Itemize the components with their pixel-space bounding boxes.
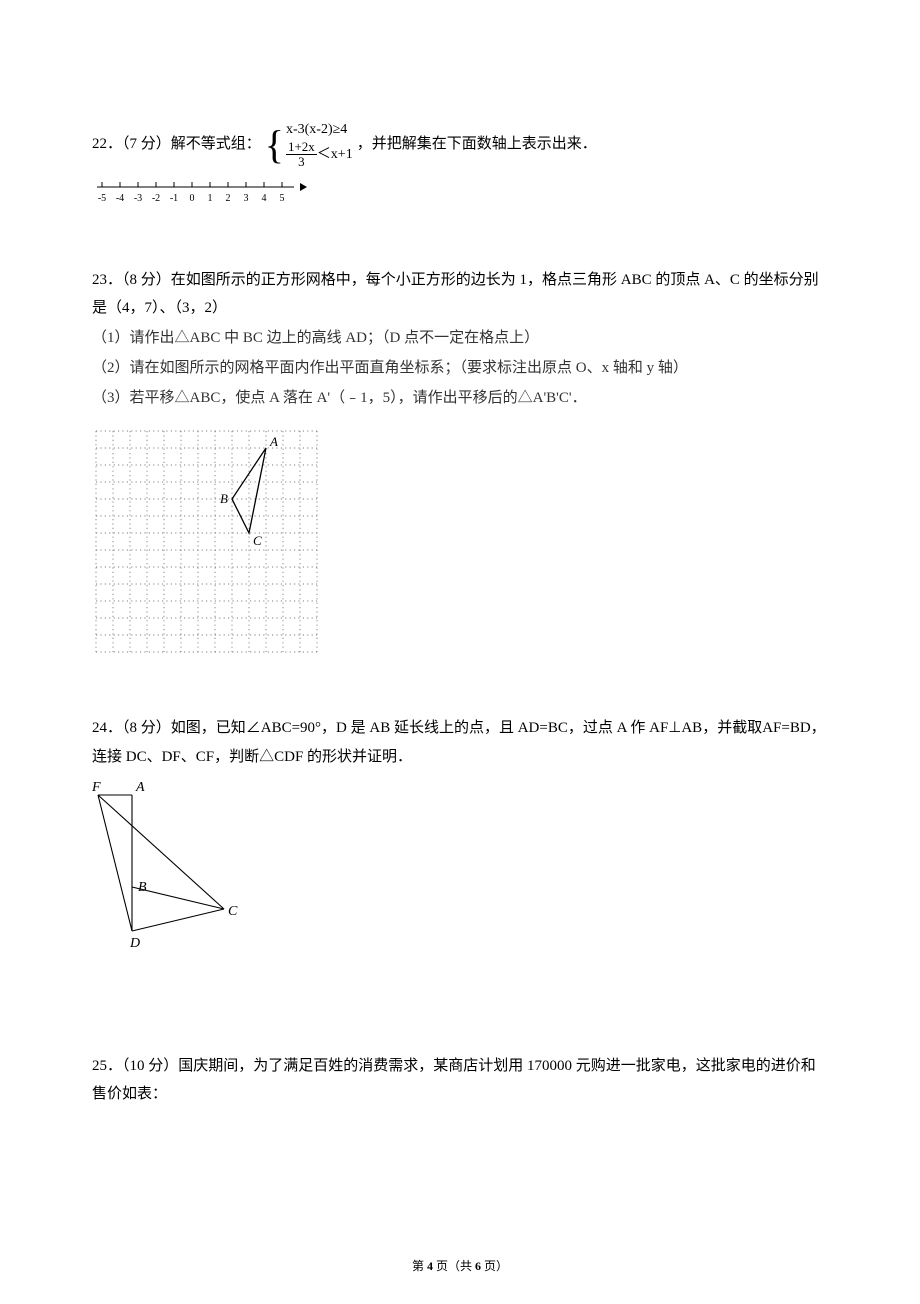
problem-23-sub1: （1）请作出△ABC 中 BC 边上的高线 AD；（D 点不一定在格点上） [92, 323, 828, 353]
svg-text:C: C [228, 904, 238, 919]
svg-text:-2: -2 [152, 193, 160, 204]
svg-text:-4: -4 [116, 193, 124, 204]
svg-text:-1: -1 [170, 193, 178, 204]
problem-22: 22．（7 分）解不等式组： { x-3(x-2)≥4 1+2x 3 ＜x+1 … [92, 120, 828, 218]
page-footer: 第 4 页（共 6 页） [0, 1257, 920, 1274]
fraction-numerator: 1+2x [286, 140, 317, 155]
problem-23: 23．（8 分）在如图所示的正方形网格中，每个小正方形的边长为 1，格点三角形 … [92, 266, 828, 667]
system-row-2-tail: ＜x+1 [317, 147, 353, 162]
problem-23-sub2: （2）请在如图所示的网格平面内作出平面直角坐标系；（要求标注出原点 O、x 轴和… [92, 353, 828, 383]
fraction-denominator: 3 [296, 155, 307, 169]
svg-text:-5: -5 [98, 193, 106, 204]
svg-text:C: C [253, 533, 262, 548]
grid-figure: A B C [92, 427, 321, 656]
svg-text:4: 4 [262, 193, 267, 204]
system-row-2: 1+2x 3 ＜x+1 [286, 140, 353, 170]
system-row-1: x-3(x-2)≥4 [286, 120, 353, 140]
svg-text:3: 3 [244, 193, 249, 204]
problem-24: 24．（8 分）如图，已知∠ABC=90°，D 是 AB 延长线上的点，且 AD… [92, 714, 828, 962]
problem-24-lead: 24．（8 分）如图，已知∠ABC=90°，D 是 AB 延长线上的点，且 AD… [92, 714, 828, 771]
problem-22-lead-a: 22．（7 分）解不等式组： [92, 130, 261, 159]
problem-23-lead: 23．（8 分）在如图所示的正方形网格中，每个小正方形的边长为 1，格点三角形 … [92, 266, 828, 323]
svg-text:D: D [129, 936, 140, 951]
fraction: 1+2x 3 [286, 140, 317, 170]
geometry-figure: F A B C D [92, 781, 240, 951]
problem-22-lead-b: ，并把解集在下面数轴上表示出来． [357, 130, 597, 159]
footer-text-c: 页） [481, 1259, 508, 1273]
inequality-system: { x-3(x-2)≥4 1+2x 3 ＜x+1 [265, 120, 353, 169]
svg-text:-3: -3 [134, 193, 142, 204]
left-brace-icon: { [265, 125, 284, 165]
svg-text:B: B [138, 880, 147, 895]
svg-text:B: B [220, 491, 228, 506]
number-line: -5 -4 -3 -2 -1 0 1 2 3 4 5 [92, 177, 312, 207]
svg-text:5: 5 [280, 193, 285, 204]
svg-text:A: A [269, 434, 278, 449]
problem-25-lead: 25．（10 分）国庆期间，为了满足百姓的消费需求，某商店计划用 170000 … [92, 1052, 828, 1109]
problem-23-sub3: （3）若平移△ABC，使点 A 落在 A'（﹣1，5），请作出平移后的△A'B'… [92, 383, 828, 413]
problem-22-statement: 22．（7 分）解不等式组： { x-3(x-2)≥4 1+2x 3 ＜x+1 … [92, 120, 828, 169]
footer-text-a: 第 [412, 1259, 427, 1273]
footer-text-b: 页（共 [433, 1259, 475, 1273]
svg-text:1: 1 [208, 193, 213, 204]
svg-text:2: 2 [226, 193, 231, 204]
system-rows: x-3(x-2)≥4 1+2x 3 ＜x+1 [286, 120, 353, 169]
svg-text:F: F [92, 781, 101, 795]
svg-text:0: 0 [190, 193, 195, 204]
svg-text:A: A [135, 781, 145, 795]
problem-25: 25．（10 分）国庆期间，为了满足百姓的消费需求，某商店计划用 170000 … [92, 1052, 828, 1109]
